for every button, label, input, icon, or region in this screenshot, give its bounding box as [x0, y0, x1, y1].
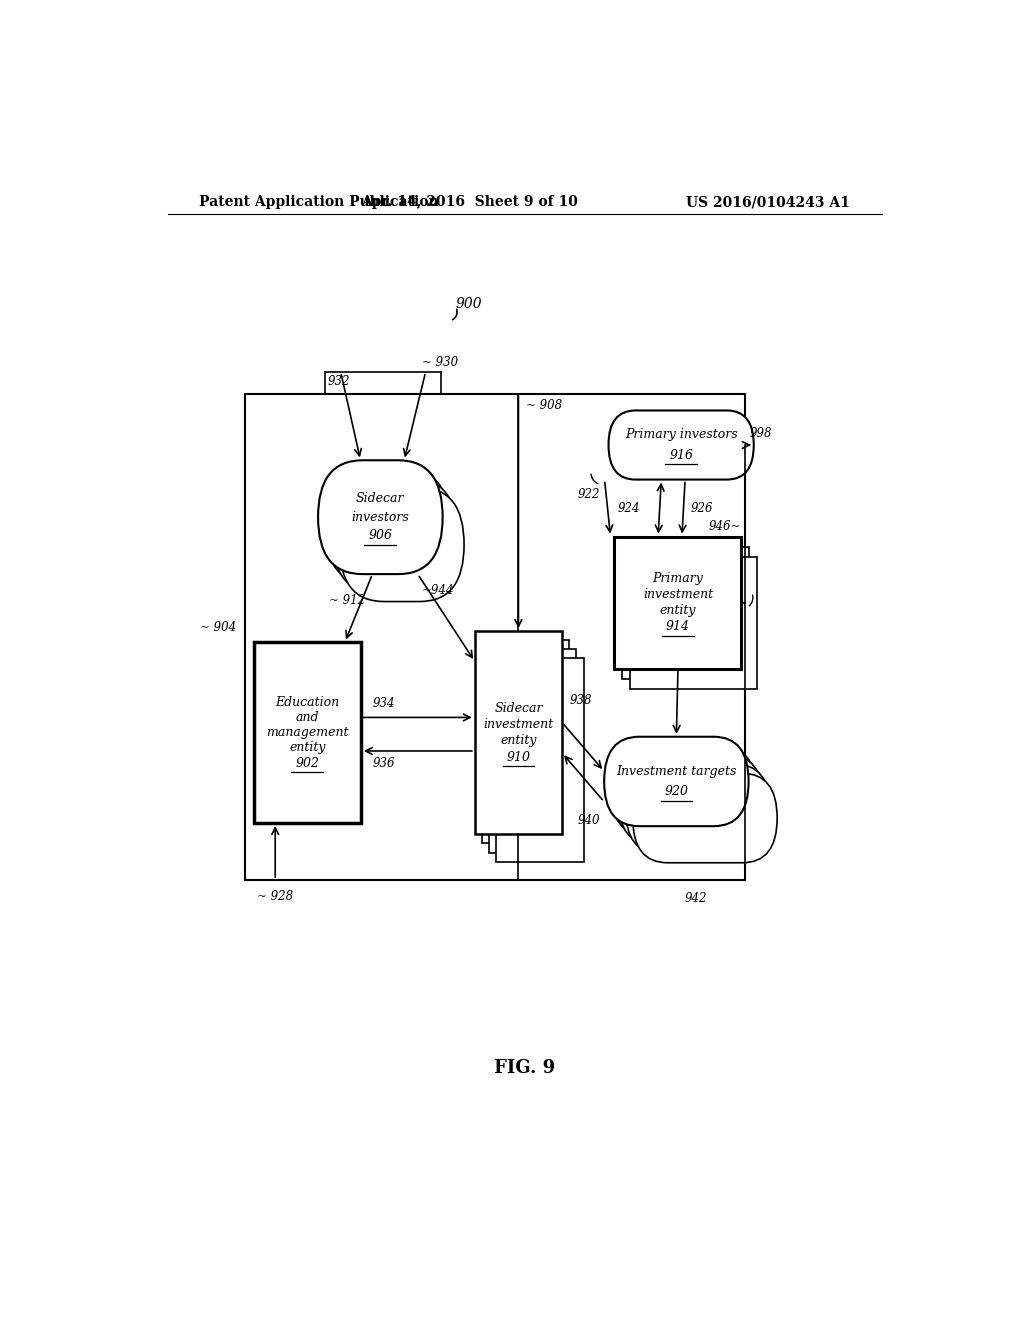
Bar: [246, 395, 745, 880]
Text: Apr. 14, 2016  Sheet 9 of 10: Apr. 14, 2016 Sheet 9 of 10: [360, 195, 578, 209]
Text: 916: 916: [669, 449, 693, 462]
Text: Education: Education: [275, 696, 339, 709]
Text: 920: 920: [665, 785, 688, 799]
Text: investment: investment: [483, 718, 554, 731]
Text: 922: 922: [579, 487, 601, 500]
Text: 940: 940: [578, 813, 600, 826]
FancyBboxPatch shape: [618, 755, 763, 845]
Bar: [497, 659, 584, 862]
Text: 934: 934: [373, 697, 395, 710]
FancyBboxPatch shape: [608, 411, 754, 479]
Bar: [254, 643, 360, 824]
FancyBboxPatch shape: [340, 487, 464, 602]
FancyBboxPatch shape: [318, 461, 442, 574]
Text: US 2016/0104243 A1: US 2016/0104243 A1: [686, 195, 850, 209]
Text: Sidecar: Sidecar: [495, 702, 543, 714]
Bar: [623, 546, 750, 678]
Text: 942: 942: [684, 892, 707, 906]
Text: ~ 928: ~ 928: [257, 890, 294, 903]
Text: ~ 930: ~ 930: [422, 356, 458, 368]
FancyBboxPatch shape: [604, 737, 749, 826]
FancyBboxPatch shape: [333, 479, 457, 593]
Text: entity: entity: [659, 605, 696, 618]
Text: investors: investors: [351, 511, 410, 524]
Text: ~ 912: ~ 912: [329, 594, 365, 607]
Text: 902: 902: [295, 756, 319, 770]
Text: 906: 906: [369, 529, 392, 543]
Text: 910: 910: [507, 751, 530, 763]
Bar: [475, 631, 562, 834]
Text: FIG. 9: FIG. 9: [495, 1059, 555, 1077]
Text: and: and: [296, 711, 319, 723]
Text: 926: 926: [690, 502, 713, 515]
Text: Primary: Primary: [652, 572, 703, 585]
Text: 936: 936: [373, 756, 395, 770]
Bar: [631, 557, 758, 689]
Text: management: management: [266, 726, 348, 739]
FancyBboxPatch shape: [626, 764, 770, 854]
Text: 946~: 946~: [709, 520, 741, 533]
Text: investment: investment: [643, 587, 713, 601]
FancyBboxPatch shape: [326, 470, 450, 583]
Text: 924: 924: [617, 502, 640, 515]
Text: Primary investors: Primary investors: [625, 429, 737, 441]
Bar: [489, 649, 577, 853]
Text: 998: 998: [750, 426, 772, 440]
Text: ~944: ~944: [422, 585, 454, 597]
Text: 932: 932: [328, 375, 350, 388]
Text: Investment targets: Investment targets: [616, 764, 736, 777]
Text: 900: 900: [456, 297, 482, 310]
Text: entity: entity: [500, 734, 537, 747]
Text: ~ 908: ~ 908: [526, 399, 562, 412]
Text: 938: 938: [570, 694, 593, 708]
FancyBboxPatch shape: [611, 746, 756, 836]
FancyBboxPatch shape: [633, 774, 777, 863]
Text: entity: entity: [289, 742, 326, 755]
Text: 914: 914: [666, 620, 690, 634]
Bar: [614, 536, 741, 669]
Text: Patent Application Publication: Patent Application Publication: [200, 195, 439, 209]
Bar: [482, 640, 569, 843]
Text: ~ 904: ~ 904: [200, 622, 236, 635]
Text: Sidecar: Sidecar: [356, 492, 404, 506]
